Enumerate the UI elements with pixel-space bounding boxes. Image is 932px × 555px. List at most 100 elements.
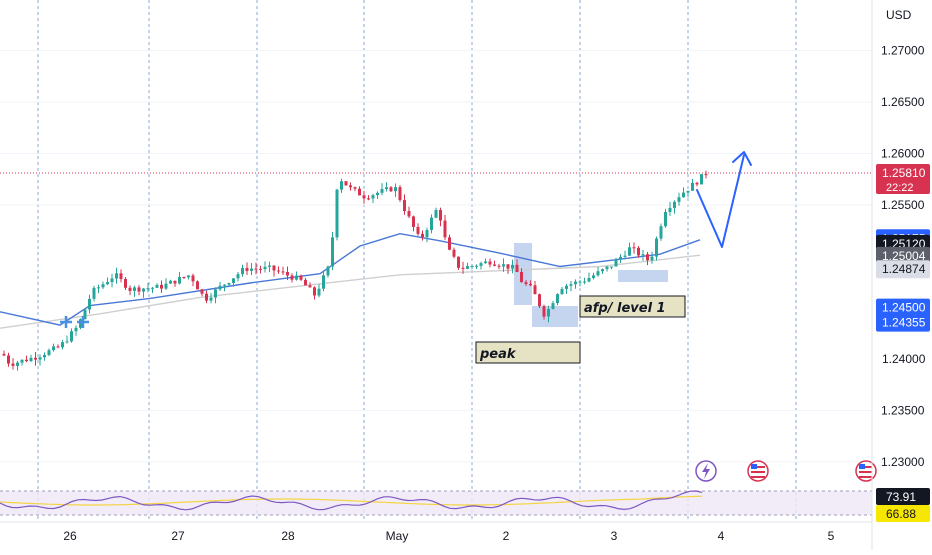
candle [349,182,352,191]
projection-arrow[interactable] [696,151,752,248]
price-tag-value: 1.24355 [882,316,926,330]
candle [610,266,613,270]
price-tag-value: 1.24000 [882,352,926,366]
candle [29,354,33,363]
us-flag-icon[interactable] [855,460,877,482]
candle [587,272,591,283]
candle [88,294,91,314]
candle [691,178,694,191]
candle [614,257,618,267]
candle [677,192,681,206]
price-tag: 1.24500 [876,298,930,317]
candle [2,350,6,357]
price-tick-label: 1.26000 [881,146,925,160]
price-tag-value: 1.24500 [882,301,926,315]
candle [133,285,136,297]
candle [164,278,168,291]
candle [290,273,294,283]
rsi-tag-value: 66.88 [886,507,916,521]
candle [61,340,64,350]
candle [43,352,46,361]
price-tag: 1.24355 [876,313,930,332]
candle [128,285,132,296]
candle [700,174,703,185]
candle [650,251,654,264]
candle [214,287,217,304]
candle [542,304,546,320]
rsi-ma-line [0,495,703,506]
candle [538,293,541,309]
annotation-afp-level[interactable]: afp/ level 1 [579,295,686,318]
candle [268,261,271,272]
candle [641,249,645,261]
candle [430,214,433,234]
candle [38,354,42,366]
candle [475,264,478,270]
candle [7,352,10,367]
candle [659,223,663,241]
candle [358,186,361,196]
rsi-tags: 73.91 66.88 [876,488,930,522]
candle [380,183,384,196]
rsi-pane[interactable] [0,490,872,516]
candle [83,308,87,320]
candle [529,280,532,287]
us-flag-icon[interactable] [747,460,769,482]
candle [493,260,496,267]
candle [160,280,163,293]
candle [497,263,501,270]
candle [115,267,118,284]
time-axis-label: May [386,529,409,543]
candle [20,359,24,366]
lightning-icon[interactable] [695,460,717,482]
candle [479,261,483,270]
candle [200,288,204,297]
candle [344,181,348,186]
candle [619,254,622,263]
candle [407,206,411,219]
candle [236,271,240,282]
candle [223,284,226,292]
candle [304,277,307,286]
candle [295,271,298,281]
candle [664,208,667,228]
candle [259,265,262,274]
candle [191,273,195,287]
candle [308,282,312,288]
candle [574,279,577,289]
candle [389,185,393,193]
candle [340,178,343,193]
candle [376,191,379,200]
candle [331,231,334,271]
candle [421,230,424,241]
candle [547,305,550,323]
candle [155,283,159,288]
rsi-line [0,490,703,511]
candle [484,258,487,264]
price-tag: 1.24000 [882,352,926,366]
time-axis-label: 2 [503,529,510,543]
candle [443,214,447,241]
time-axis-label: 3 [611,529,618,543]
moving-average-fast [0,232,701,326]
candle [704,170,708,179]
price-tag-value: 1.25004 [882,249,926,263]
candle [583,277,586,285]
candle [101,281,105,289]
price-scale[interactable]: 1.27000 1.26500 1.26000 1.25500 1.23500 1.230… [881,44,925,469]
candle [551,300,555,310]
candle [470,264,474,270]
price-tick-label: 1.23000 [881,455,925,469]
candle [394,183,397,198]
annotation-peak[interactable]: peak [475,341,581,364]
candle [70,328,73,343]
annotation-peak-text: peak [479,347,517,362]
candle [241,264,244,277]
candle [353,186,357,192]
time-axis[interactable]: 26 27 28 May 2 3 4 5 [63,529,834,543]
candle [79,318,82,330]
price-tag: 1.24874 [876,260,930,279]
candle [182,276,186,280]
candle [646,251,649,266]
